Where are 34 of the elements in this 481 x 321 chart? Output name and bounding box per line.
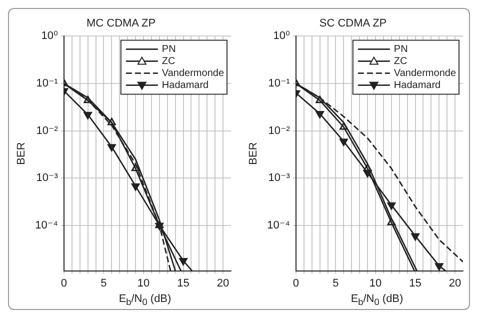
legend-label: Hadamard — [394, 80, 441, 91]
x-tick-label: 0 — [60, 277, 68, 290]
x-tick-label: 10 — [137, 277, 150, 290]
y-tick-label: 10⁰ — [273, 30, 291, 42]
y-tick-label: 10⁻⁴ — [35, 219, 58, 232]
x-tick-label: 15 — [409, 277, 422, 290]
x-tick-label: 15 — [177, 277, 190, 290]
y-tick-label: 10⁻³ — [36, 172, 58, 184]
x-tick-label: 20 — [216, 277, 230, 290]
legend-label: PN — [394, 44, 408, 55]
x-tick-label: 5 — [100, 277, 107, 290]
legend-label: ZC — [162, 56, 176, 67]
y-tick-label: 10⁻² — [268, 124, 290, 137]
x-tick-label: 20 — [448, 277, 462, 290]
y-axis-title: BER — [248, 142, 260, 165]
y-tick-label: 10⁻⁴ — [267, 219, 290, 232]
chart-title: MC CDMA ZP — [86, 18, 156, 30]
y-tick-label: 10⁻² — [36, 124, 58, 137]
x-tick-label: 10 — [369, 277, 382, 290]
legend-label: Vandermonde — [162, 68, 224, 79]
legend-label: Vandermonde — [394, 68, 456, 79]
x-tick-label: 5 — [332, 277, 339, 290]
legend-label: ZC — [394, 56, 408, 67]
legend-label: PN — [162, 44, 176, 55]
y-axis-title: BER — [16, 142, 28, 165]
y-tick-label: 10⁰ — [41, 30, 59, 42]
x-axis-title: E$_{b}$/N$_{0}$ (dB) — [118, 293, 172, 308]
y-tick-label: 10⁻³ — [268, 172, 290, 184]
x-axis-title: E$_{b}$/N$_{0}$ (dB) — [350, 293, 404, 308]
y-tick-label: 10⁻¹ — [36, 78, 58, 90]
chart-title: SC CDMA ZP — [319, 18, 387, 30]
legend-label: Hadamard — [162, 80, 209, 91]
x-tick-label: 0 — [292, 277, 300, 290]
y-tick-label: 10⁻¹ — [268, 78, 290, 90]
